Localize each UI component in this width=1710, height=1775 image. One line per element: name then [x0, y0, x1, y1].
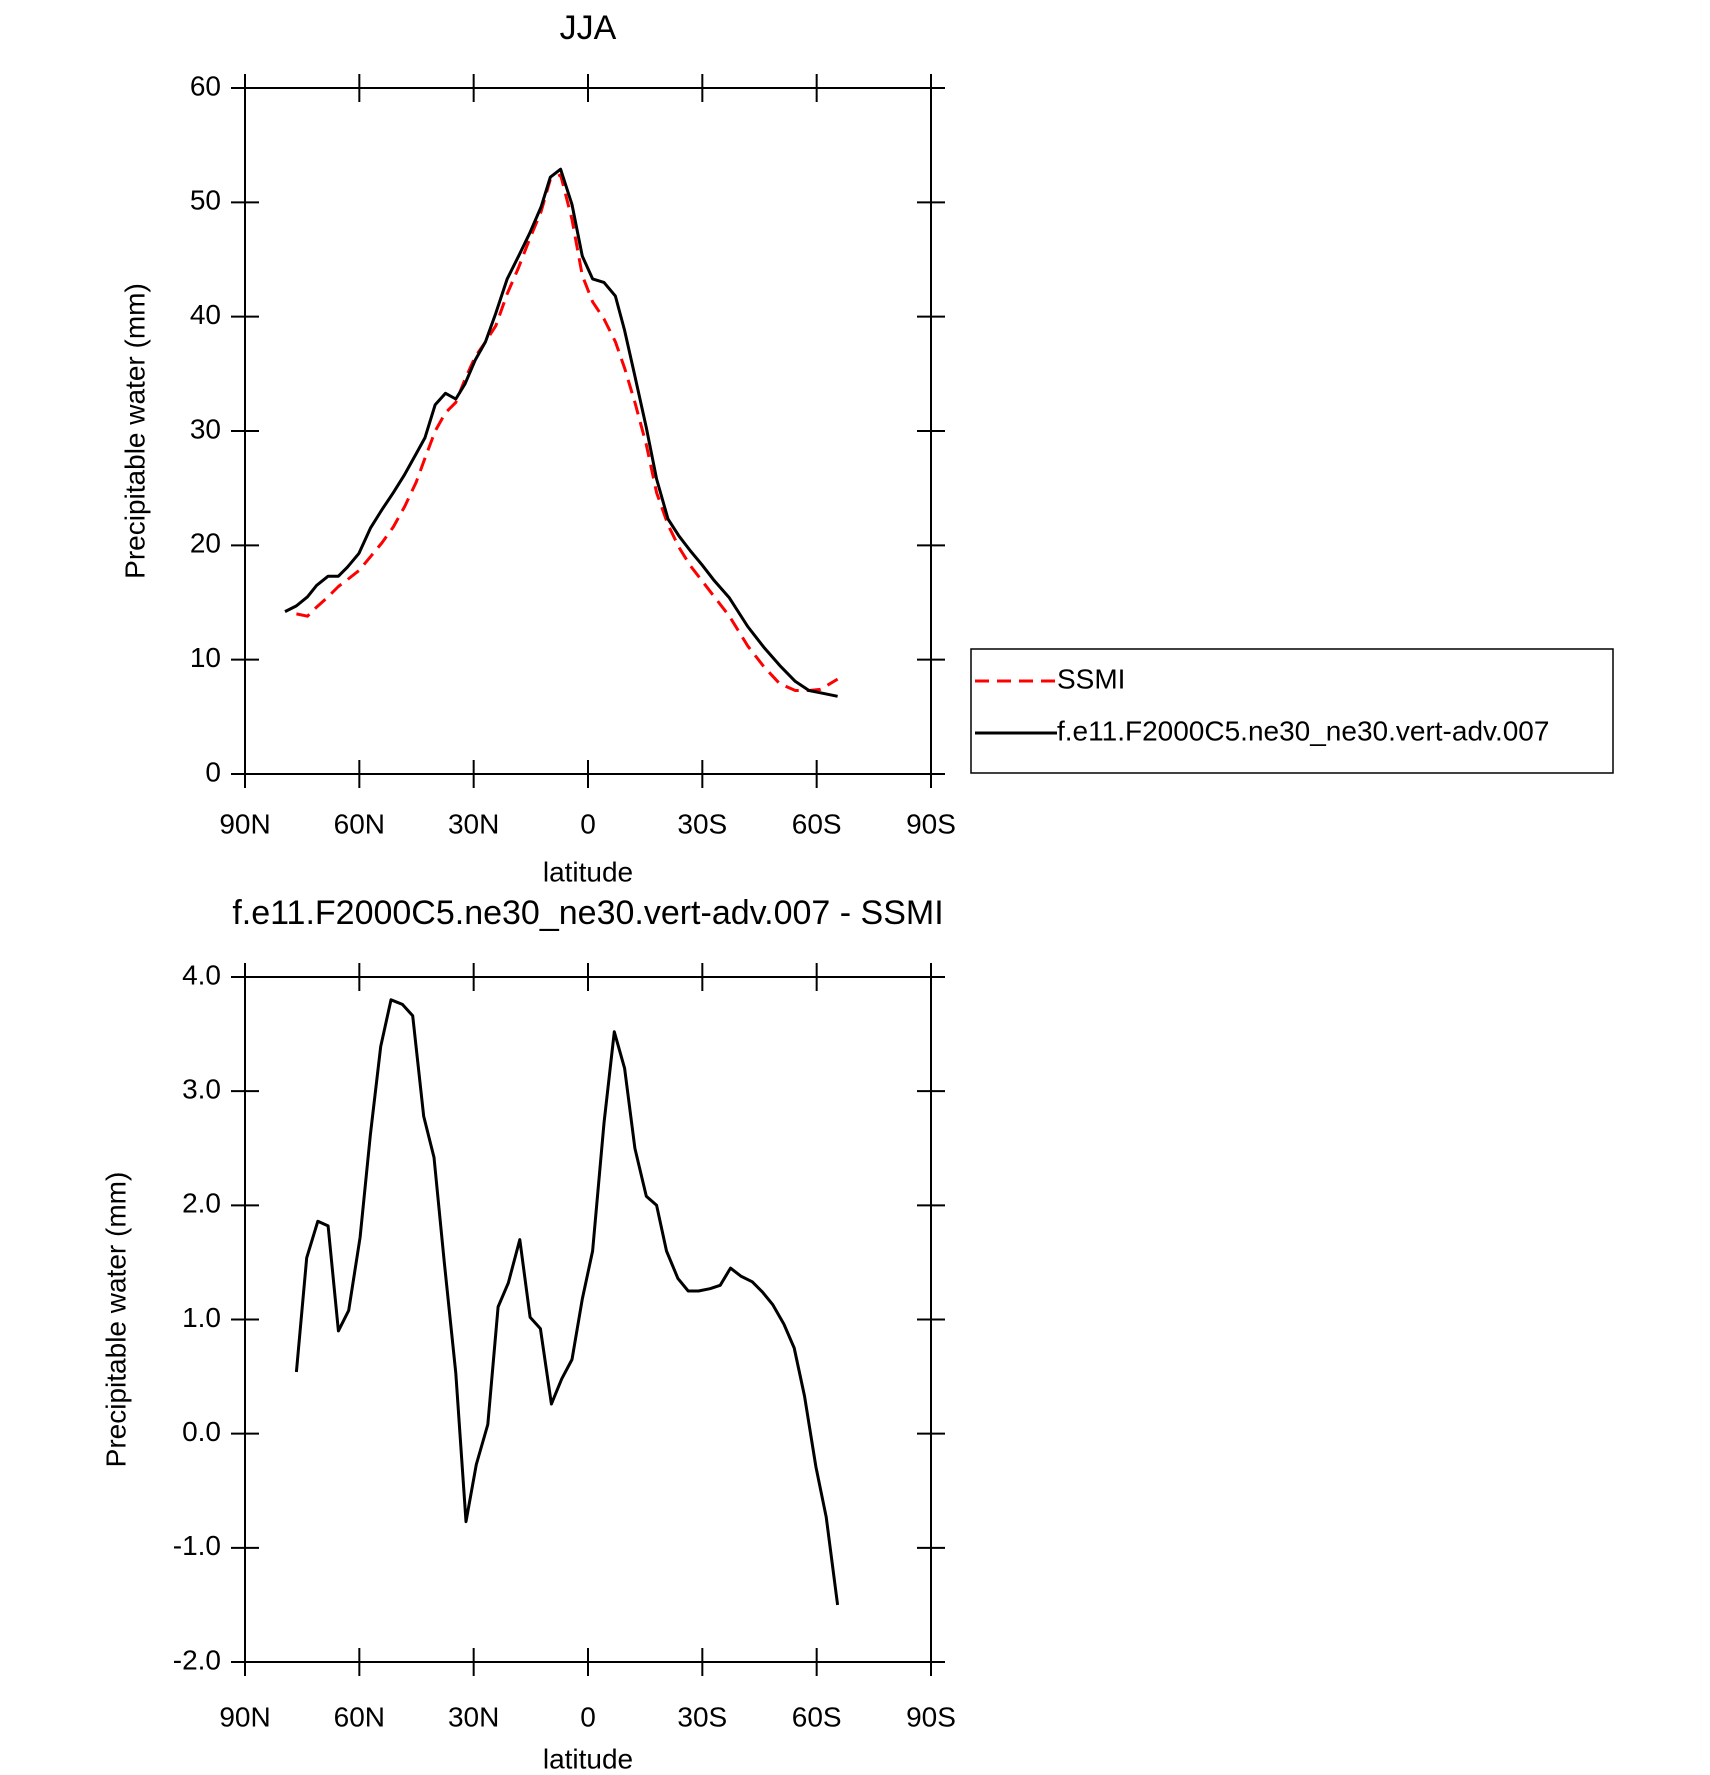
x-tick-label: 90S	[906, 1701, 956, 1732]
y-tick-label: 30	[190, 413, 221, 444]
x-tick-label: 60S	[792, 808, 842, 839]
y-tick-label: 40	[190, 299, 221, 330]
y-tick-label: 1.0	[182, 1302, 221, 1333]
x-tick-label: 90S	[906, 808, 956, 839]
y-tick-label: -2.0	[173, 1644, 221, 1675]
x-tick-label: 0	[580, 1701, 596, 1732]
y-tick-label: 20	[190, 528, 221, 559]
y-tick-label: -1.0	[173, 1530, 221, 1561]
y-tick-label: 0	[205, 756, 221, 787]
y-tick-label: 2.0	[182, 1188, 221, 1219]
data-line	[296, 173, 839, 692]
x-tick-label: 30S	[677, 808, 727, 839]
x-tick-label: 0	[580, 808, 596, 839]
x-tick-label: 90N	[219, 808, 270, 839]
plot-frame	[244, 87, 932, 775]
legend-box	[970, 648, 1614, 774]
y-tick-label: 60	[190, 70, 221, 101]
x-tick-label: 60S	[792, 1701, 842, 1732]
chart-title: JJA	[560, 9, 617, 47]
x-tick-label: 30N	[448, 1701, 499, 1732]
plot-frame	[244, 976, 932, 1663]
x-tick-label: 90N	[219, 1701, 270, 1732]
x-tick-label: 30S	[677, 1701, 727, 1732]
y-tick-label: 50	[190, 185, 221, 216]
legend-label: SSMI	[1057, 663, 1125, 694]
x-axis-label: latitude	[543, 1743, 633, 1774]
chart-title: f.e11.F2000C5.ne30_ne30.vert-adv.007 - S…	[232, 894, 943, 932]
data-line	[294, 998, 840, 1606]
y-tick-label: 4.0	[182, 959, 221, 990]
y-tick-label: 0.0	[182, 1416, 221, 1447]
y-tick-label: 10	[190, 642, 221, 673]
x-tick-label: 60N	[334, 808, 385, 839]
y-tick-label: 3.0	[182, 1074, 221, 1105]
y-axis-label: Precipitable water (mm)	[100, 1172, 131, 1468]
x-tick-label: 30N	[448, 808, 499, 839]
x-tick-label: 60N	[334, 1701, 385, 1732]
data-line	[284, 167, 838, 698]
x-axis-label: latitude	[543, 856, 633, 887]
y-axis-label: Precipitable water (mm)	[119, 283, 150, 579]
legend-label: f.e11.F2000C5.ne30_ne30.vert-adv.007	[1057, 715, 1549, 746]
